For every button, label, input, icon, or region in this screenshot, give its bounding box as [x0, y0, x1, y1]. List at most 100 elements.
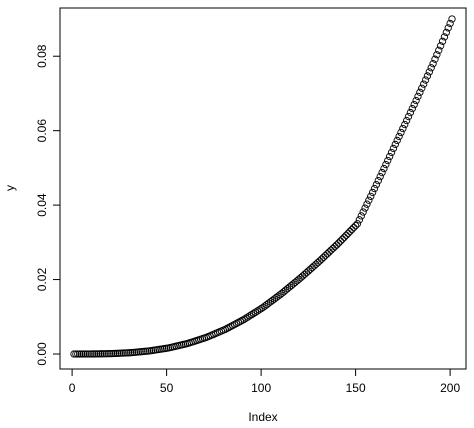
- data-point: [87, 350, 95, 358]
- data-point: [418, 84, 426, 92]
- x-tick-label: 150: [346, 381, 366, 395]
- data-point: [102, 350, 110, 358]
- data-point: [234, 318, 243, 327]
- data-point: [327, 246, 335, 254]
- data-points: [70, 15, 456, 358]
- data-point: [336, 237, 345, 245]
- data-point: [77, 350, 86, 358]
- data-point: [338, 235, 347, 243]
- y-tick-label: 0.04: [35, 193, 49, 217]
- data-point: [414, 92, 422, 101]
- data-point: [334, 239, 343, 247]
- data-point: [248, 310, 256, 319]
- data-point: [397, 128, 405, 137]
- data-point: [85, 350, 93, 358]
- x-axis-label: Index: [248, 410, 277, 424]
- data-point: [304, 267, 313, 275]
- data-point: [342, 231, 350, 239]
- data-point: [399, 124, 407, 133]
- data-point: [100, 350, 108, 358]
- data-point: [370, 184, 379, 193]
- data-point: [316, 257, 324, 265]
- y-tick-label: 0.06: [35, 119, 49, 143]
- data-point: [412, 96, 420, 105]
- data-point: [372, 180, 381, 189]
- data-point: [382, 160, 390, 169]
- data-point: [404, 112, 413, 121]
- data-point: [74, 350, 82, 358]
- data-point: [230, 320, 239, 329]
- data-point: [421, 76, 430, 84]
- data-point: [329, 244, 337, 253]
- data-point: [402, 116, 411, 125]
- x-tick-label: 200: [440, 381, 460, 395]
- data-point: [227, 322, 235, 331]
- data-point: [246, 312, 254, 320]
- data-point: [444, 24, 452, 32]
- data-point: [257, 305, 265, 313]
- data-point: [438, 37, 447, 45]
- data-point: [363, 200, 371, 208]
- data-point: [351, 222, 360, 230]
- y-tick-label: 0.08: [35, 44, 49, 68]
- data-point: [387, 148, 396, 157]
- data-point: [359, 208, 367, 216]
- data-point: [374, 176, 382, 185]
- data-point: [331, 242, 339, 251]
- data-point: [240, 315, 248, 324]
- y-tick-label: 0.00: [35, 342, 49, 366]
- data-point: [232, 319, 241, 328]
- data-point: [376, 172, 384, 181]
- data-point: [361, 204, 369, 212]
- data-point: [323, 250, 331, 258]
- data-point: [321, 251, 330, 260]
- data-point: [302, 269, 311, 277]
- data-point: [350, 223, 358, 232]
- x-tick-label: 100: [251, 381, 271, 395]
- data-point: [410, 100, 418, 109]
- data-point: [223, 324, 231, 333]
- data-point: [251, 308, 260, 316]
- data-point: [385, 152, 394, 161]
- data-point: [249, 309, 258, 318]
- data-point: [308, 263, 316, 272]
- data-point: [242, 314, 250, 322]
- y-axis-label: y: [3, 185, 17, 191]
- data-point: [393, 136, 401, 145]
- data-point: [378, 168, 386, 177]
- data-point: [94, 350, 103, 358]
- data-point: [427, 64, 435, 72]
- data-point: [442, 28, 450, 37]
- data-point: [357, 212, 365, 220]
- data-point: [312, 260, 320, 268]
- data-point: [96, 350, 105, 358]
- data-point: [429, 60, 437, 68]
- data-point: [253, 307, 261, 315]
- data-point: [306, 265, 314, 273]
- data-point: [416, 88, 424, 96]
- data-point: [355, 216, 364, 224]
- data-point: [89, 350, 97, 358]
- data-point: [225, 323, 233, 332]
- data-point: [104, 350, 112, 358]
- data-point: [408, 104, 416, 113]
- data-point: [365, 196, 373, 204]
- data-point: [423, 72, 432, 80]
- data-point: [401, 120, 409, 129]
- data-point: [244, 313, 252, 321]
- data-point: [340, 233, 348, 241]
- data-point: [380, 164, 388, 173]
- y-axis: 0.00 0.02 0.04 0.06 0.08: [35, 44, 61, 366]
- data-point: [419, 80, 428, 88]
- data-point: [83, 350, 91, 358]
- x-tick-label: 0: [69, 381, 76, 395]
- data-point: [344, 229, 352, 238]
- x-axis: 0 50 100 150 200: [69, 368, 460, 395]
- data-point: [346, 227, 354, 236]
- data-point: [333, 241, 341, 249]
- data-point: [431, 55, 439, 63]
- data-point: [325, 248, 333, 256]
- data-point: [406, 108, 415, 117]
- data-point: [389, 144, 398, 153]
